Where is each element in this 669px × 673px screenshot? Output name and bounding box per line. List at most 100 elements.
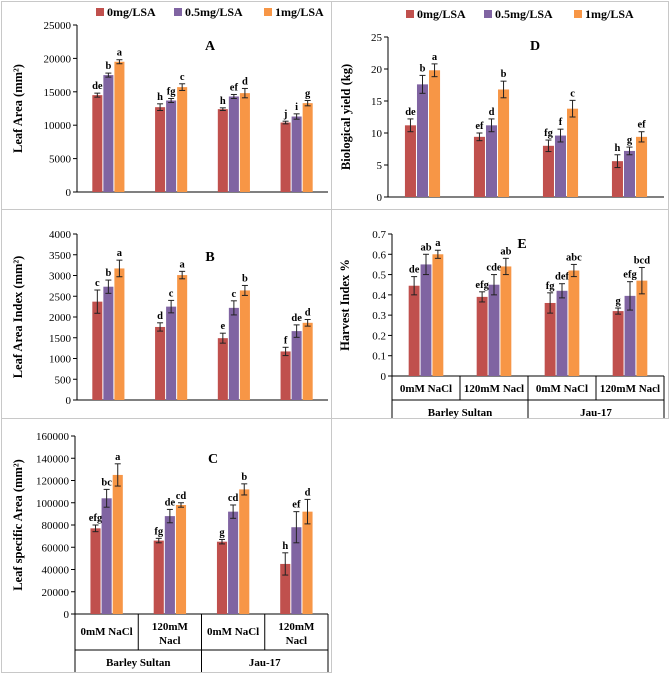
bar-0.5mg/LSA [556, 290, 568, 376]
significance-letter: d [305, 307, 311, 318]
significance-letter: a [117, 48, 123, 59]
y-tick-label: 20000 [44, 53, 72, 65]
bar-1mg/LSA [112, 474, 123, 614]
y-tick-label: 1000 [49, 354, 72, 366]
significance-letter: g [305, 88, 311, 99]
significance-letter: a [435, 238, 441, 249]
significance-letter: b [241, 472, 247, 483]
bar-0.5mg/LSA [103, 286, 114, 400]
y-tick-label: 0 [377, 192, 383, 204]
y-tick-label: 1500 [49, 333, 72, 345]
bar-0.5mg/LSA [416, 84, 429, 197]
significance-letter: bcd [634, 255, 651, 266]
chart-panel-B: 0 500 1000 1500 2000 2500 3000 3500 4000 Leaf Are… [11, 229, 328, 407]
bar-0mg/LSA [92, 95, 103, 192]
chart-panel-A: 0 5000 10000 15000 20000 25000 Leaf Area (mm²)… [11, 5, 328, 199]
significance-letter: cd [228, 493, 239, 504]
bar-0.5mg/LSA [228, 307, 239, 400]
y-tick-label: 60000 [42, 542, 70, 554]
significance-letter: h [157, 92, 163, 103]
legend-swatch [484, 10, 492, 18]
bar-1mg/LSA [114, 268, 125, 400]
bar-1mg/LSA [175, 504, 187, 614]
bar-0.5mg/LSA [291, 331, 302, 400]
x-group-label: Barley Sultan [428, 407, 492, 419]
y-tick-label: 160000 [36, 431, 70, 443]
significance-letter: g [627, 135, 633, 146]
significance-letter: f [559, 117, 563, 128]
significance-letter: ef [637, 120, 646, 131]
bar-0mg/LSA [280, 122, 291, 192]
x-category-label: Nacl [286, 635, 307, 647]
significance-letter: ef [475, 121, 484, 132]
y-tick-label: 2000 [49, 312, 72, 324]
x-group-label: Barley Sultan [106, 657, 170, 669]
bar-0mg/LSA [542, 145, 554, 197]
bar-0mg/LSA [612, 311, 624, 376]
y-tick-label: 3500 [49, 250, 72, 262]
significance-letter: a [432, 52, 438, 63]
significance-letter: cd [176, 491, 187, 502]
bar-0.5mg/LSA [166, 306, 177, 400]
significance-letter: ef [230, 82, 239, 93]
bar-0mg/LSA [280, 563, 291, 614]
x-category-label: 120mM Nacl [600, 383, 660, 395]
legend-swatch [264, 8, 272, 16]
bar-1mg/LSA [302, 322, 313, 400]
x-category-label: 0mM NaCl [207, 626, 259, 638]
significance-letter: d [242, 76, 248, 87]
x-category-label: 120mM Nacl [464, 383, 524, 395]
x-category-label: 0mM NaCl [81, 626, 133, 638]
significance-letter: b [501, 69, 507, 80]
bar-0.5mg/LSA [624, 295, 636, 376]
y-axis-title: Leaf Area (mm²) [11, 64, 25, 153]
bar-0.5mg/LSA [164, 516, 175, 614]
bar-0.5mg/LSA [488, 284, 500, 376]
bar-0.5mg/LSA [228, 511, 239, 614]
x-category-label: 120mM [278, 621, 315, 633]
bar-1mg/LSA [177, 87, 188, 192]
bar-0mg/LSA [544, 302, 556, 376]
significance-letter: efg [89, 513, 103, 524]
bar-0.5mg/LSA [420, 264, 432, 376]
significance-letter: de [92, 81, 103, 92]
y-tick-label: 0.4 [372, 290, 386, 302]
bar-1mg/LSA [498, 89, 510, 197]
y-axis-title: Biological yield (kg) [339, 64, 353, 170]
significance-letter: de [165, 497, 176, 508]
y-tick-label: 0.3 [372, 310, 386, 322]
significance-letter: b [242, 273, 248, 284]
bar-0mg/LSA [216, 541, 228, 614]
significance-letter: i [295, 102, 298, 113]
y-tick-label: 120000 [36, 476, 70, 488]
bar-0mg/LSA [611, 161, 623, 197]
bar-0.5mg/LSA [228, 96, 239, 192]
significance-letter: de [405, 107, 416, 118]
bar-1mg/LSA [636, 136, 648, 197]
bar-1mg/LSA [302, 511, 313, 614]
y-tick-label: 0 [381, 371, 387, 383]
legend-swatch [174, 8, 182, 16]
bar-0.5mg/LSA [166, 100, 177, 192]
bar-1mg/LSA [432, 254, 444, 376]
significance-letter: h [282, 541, 288, 552]
y-tick-label: 0.6 [372, 249, 386, 261]
x-category-label: 0mM NaCl [400, 383, 452, 395]
bar-0mg/LSA [476, 296, 488, 376]
y-tick-label: 500 [55, 374, 72, 386]
bar-0.5mg/LSA [554, 135, 567, 197]
y-tick-label: 100000 [36, 498, 70, 510]
significance-letter: a [180, 259, 186, 270]
legend-swatch [406, 10, 414, 18]
panel-title: B [205, 250, 214, 265]
x-group-label: Jau-17 [249, 657, 281, 669]
significance-letter: de [291, 313, 302, 324]
significance-letter: d [305, 487, 311, 498]
bar-1mg/LSA [239, 93, 250, 192]
significance-letter: fg [544, 128, 553, 139]
significance-letter: f [284, 335, 288, 346]
y-tick-label: 10 [371, 128, 383, 140]
y-tick-label: 4000 [49, 229, 72, 241]
y-tick-label: 0 [66, 187, 72, 199]
bar-0mg/LSA [404, 125, 416, 197]
